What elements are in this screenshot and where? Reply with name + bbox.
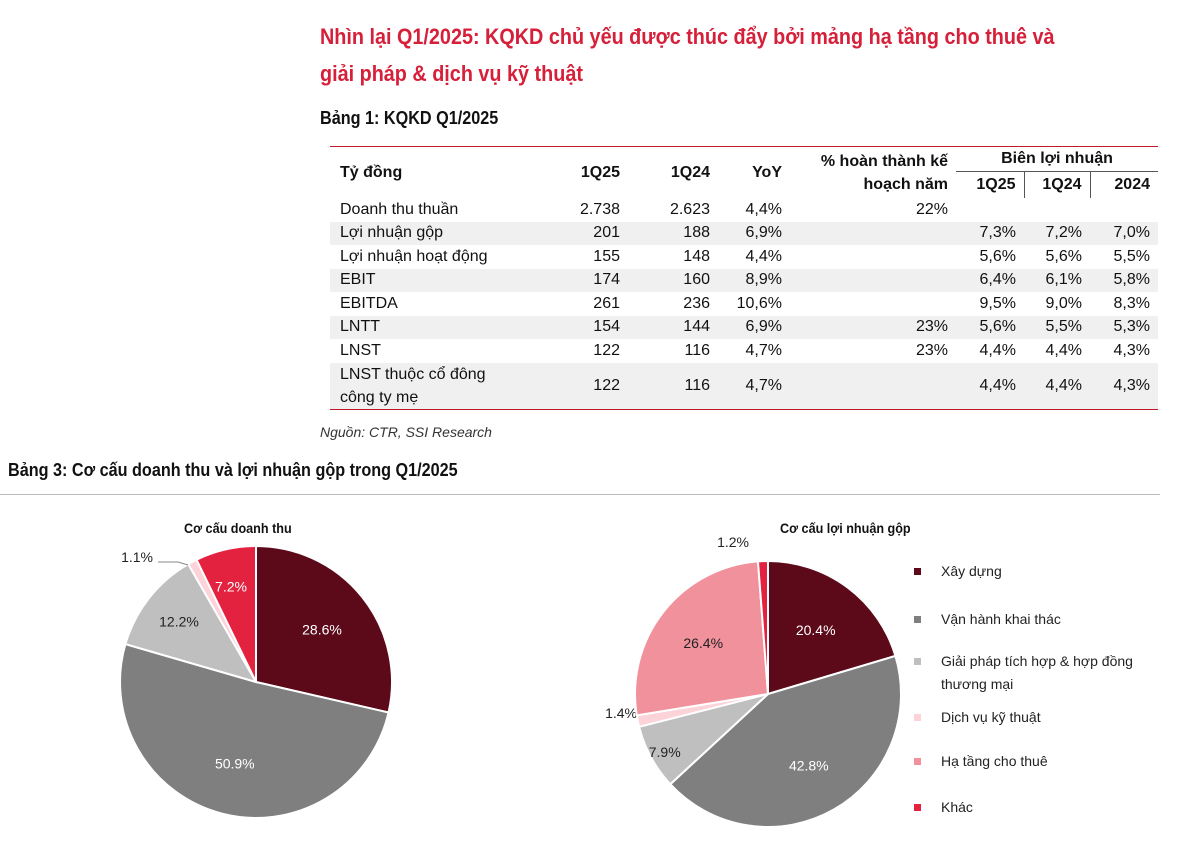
- legend-item: Khác: [914, 796, 1141, 819]
- table-row: Lợi nhuận gộp 201 188 6,9% 7,3% 7,2% 7,0…: [330, 221, 1158, 245]
- pie-slice-giai-phap: [124, 562, 259, 684]
- pie-slice-van-hanh: [668, 654, 902, 828]
- pie-data-label: 12.2%: [159, 614, 199, 630]
- header-yoy: YoY: [718, 146, 790, 198]
- table-row: Doanh thu thuần 2.738 2.623 4,4% 22%: [340, 200, 948, 218]
- table-row: EBIT 174 160 8,9% 6,4% 6,1% 5,8%: [330, 268, 1158, 292]
- results-table: Tỷ đồng 1Q25 1Q24 YoY % hoàn thành kế ho…: [330, 146, 1158, 410]
- revenue-chart-title: Cơ cấu doanh thu: [184, 520, 292, 536]
- table-row: LNST thuộc cổ đông công ty mẹ 122 116 4,7…: [330, 362, 1158, 410]
- legend-swatch-khac: [914, 804, 921, 811]
- header-unit: Tỷ đồng: [330, 146, 540, 198]
- pie-slice-xay-dung: [255, 544, 393, 714]
- legend-item: Xây dựng: [914, 560, 1141, 583]
- table-title: Bảng 1: KQKD Q1/2025: [320, 108, 499, 128]
- pie-leader-line: [158, 561, 189, 566]
- header-plan: % hoàn thành kế hoạch năm: [790, 146, 956, 198]
- legend-item: Vận hành khai thác: [914, 608, 1141, 631]
- section-title: Bảng 3: Cơ cấu doanh thu và lợi nhuận gộ…: [8, 460, 458, 480]
- pie-data-label: 1.4%: [605, 705, 637, 721]
- legend-swatch-ha-tang: [914, 758, 921, 765]
- header-1q25: 1Q25: [540, 146, 628, 198]
- legend-swatch-van-hanh: [914, 616, 921, 623]
- pie-slice-khac: [756, 559, 769, 695]
- source-note: Nguồn: CTR, SSI Research: [320, 424, 492, 440]
- pie-data-label: 42.8%: [789, 758, 829, 774]
- header-1q24: 1Q24: [628, 146, 718, 198]
- legend-item: Giải pháp tích hợp & hợp đồng thương mại: [914, 650, 1141, 696]
- table-row: LNTT 154 144 6,9% 23% 5,6% 5,5% 5,3%: [330, 315, 1158, 339]
- pie-data-label: 1.1%: [121, 549, 153, 565]
- table-row: LNST 122 116 4,7% 23% 4,4% 4,4% 4,3%: [340, 341, 1150, 359]
- pie-data-label: 28.6%: [302, 622, 342, 638]
- pie-data-label: 20.4%: [796, 622, 836, 638]
- pie-slice-van-hanh: [119, 642, 390, 819]
- table-row: Lợi nhuận hoạt động 155 148 4,4% 5,6% 5,…: [340, 247, 1150, 265]
- headline: Nhìn lại Q1/2025: KQKD chủ yếu được thúc…: [320, 24, 1055, 86]
- pie-slice-ha-tang: [634, 560, 770, 717]
- pie-slice-khac: [195, 544, 257, 683]
- pie-data-label: 50.9%: [215, 756, 255, 772]
- section-divider: [0, 494, 1160, 495]
- legend-swatch-dich-vu: [914, 714, 921, 721]
- header-margin-2024: 2024: [1089, 171, 1158, 198]
- table-row: EBITDA 261 236 10,6% 9,5% 9,0% 8,3%: [340, 294, 1150, 312]
- gross-profit-chart-title: Cơ cấu lợi nhuận gộp: [780, 520, 911, 536]
- header-margin-1q25: 1Q25: [956, 171, 1024, 198]
- header-margin-1q24: 1Q24: [1023, 171, 1090, 198]
- pie-data-label: 1.2%: [717, 534, 749, 550]
- pie-data-label: 26.4%: [683, 635, 723, 651]
- legend-swatch-xay-dung: [914, 568, 921, 575]
- pie-slice-xay-dung: [767, 559, 897, 696]
- legend-item: Dịch vụ kỹ thuật: [914, 706, 1141, 729]
- legend-swatch-giai-phap: [914, 658, 921, 665]
- pie-data-label: 7.9%: [649, 744, 681, 760]
- pie-data-label: 7.2%: [215, 579, 247, 595]
- legend-item: Hạ tầng cho thuê: [914, 750, 1141, 773]
- header-margin-group: Biên lợi nhuận: [956, 146, 1158, 172]
